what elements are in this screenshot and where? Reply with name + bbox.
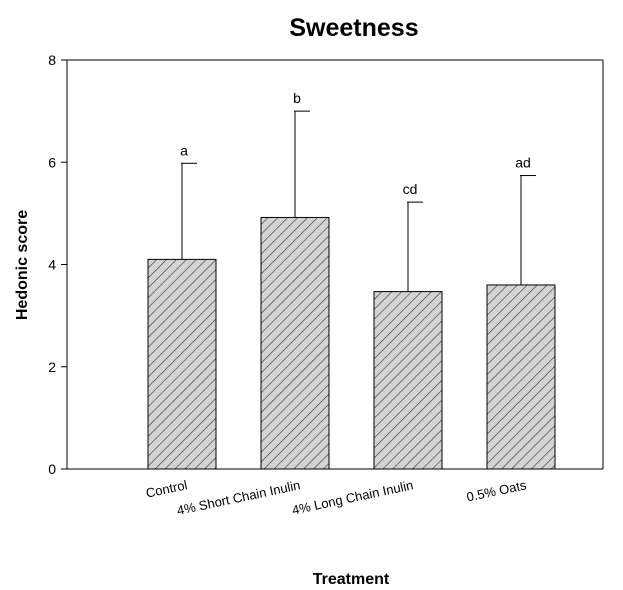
bar	[260, 216, 330, 470]
x-tick-label: Control	[144, 477, 188, 500]
significance-label: cd	[403, 181, 418, 197]
bar	[147, 258, 217, 470]
chart-title: Sweetness	[289, 14, 418, 42]
y-tick-label: 8	[48, 52, 56, 68]
y-tick-label: 2	[48, 359, 56, 375]
y-tick-label: 4	[48, 257, 56, 273]
x-tick-label: 0.5% Oats	[465, 477, 528, 504]
y-tick-label: 0	[48, 461, 56, 477]
y-axis-label: Hedonic score	[14, 210, 31, 320]
significance-label: a	[180, 142, 188, 158]
x-axis-label: Treatment	[313, 571, 390, 588]
x-tick-label: 4% Long Chain Inulin	[291, 477, 415, 517]
x-tick-label: 4% Short Chain Inulin	[176, 477, 302, 518]
plot-area: 0 2 4 6 8 a Control b 4% Short Chain Inulin cd 4% …	[48, 52, 604, 518]
bar	[486, 284, 556, 470]
bar	[373, 291, 443, 470]
y-axis-title: Hedonic score	[14, 210, 31, 320]
significance-label: b	[293, 90, 301, 106]
y-tick-label: 6	[48, 154, 56, 170]
significance-label: ad	[515, 155, 531, 171]
